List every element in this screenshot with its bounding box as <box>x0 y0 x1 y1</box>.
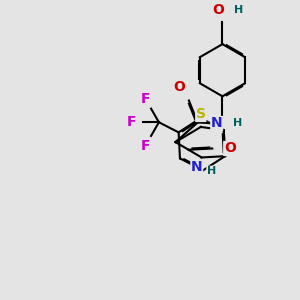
Text: H: H <box>233 118 242 128</box>
Text: O: O <box>173 80 185 94</box>
Text: F: F <box>140 139 150 153</box>
Text: N: N <box>191 160 203 174</box>
Text: H: H <box>234 5 244 15</box>
Text: F: F <box>140 92 150 106</box>
Text: O: O <box>224 142 236 155</box>
Text: H: H <box>207 166 216 176</box>
Text: N: N <box>211 116 223 130</box>
Text: O: O <box>213 3 224 17</box>
Text: S: S <box>196 107 206 122</box>
Text: F: F <box>127 115 136 129</box>
